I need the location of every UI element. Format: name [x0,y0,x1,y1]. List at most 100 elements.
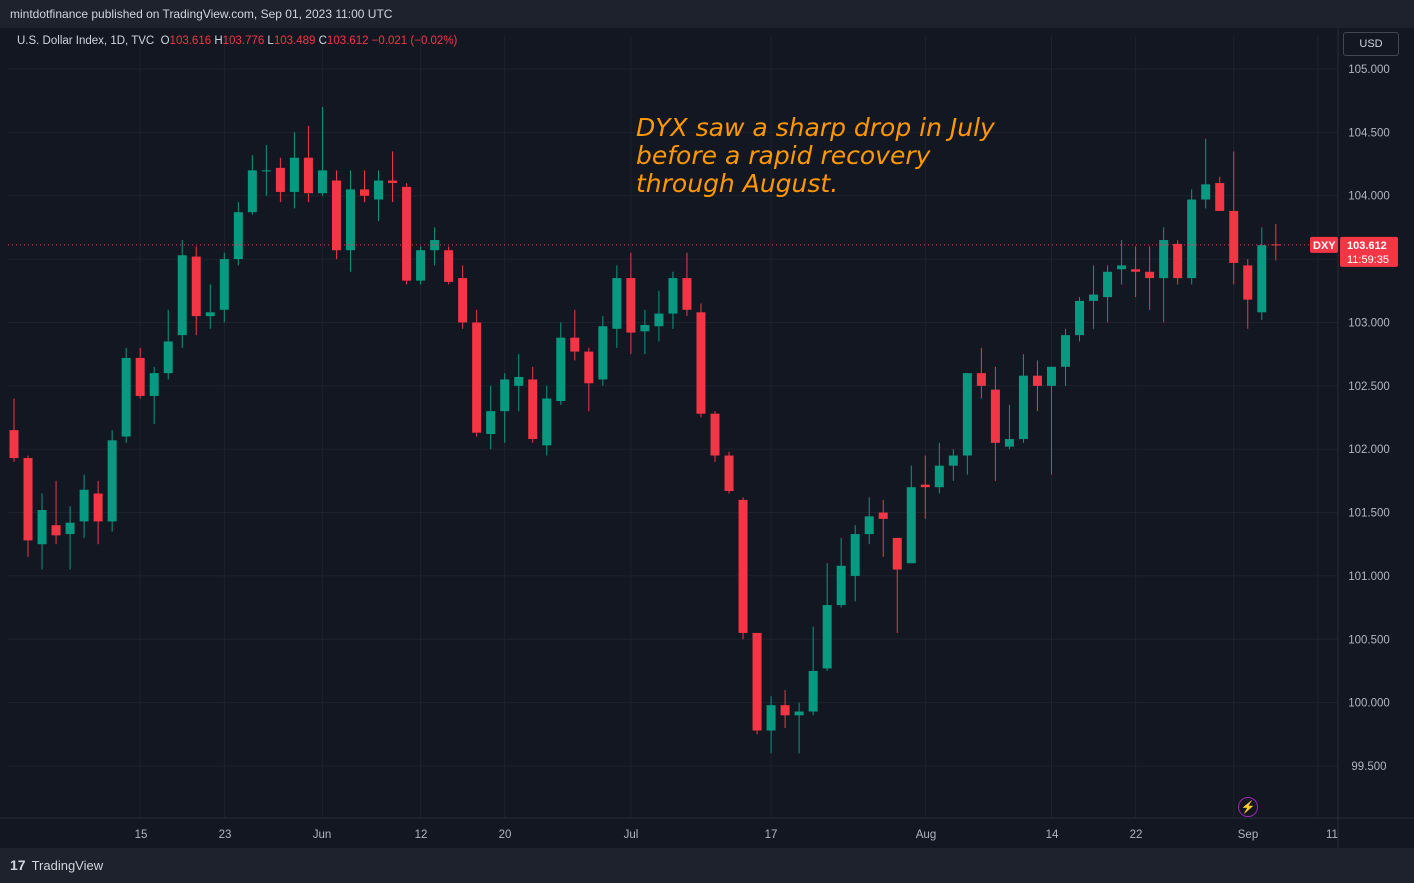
candle-body [990,389,1000,443]
candle-body [1215,183,1225,211]
candle-body [163,341,173,374]
candle-body [640,324,650,332]
candle-body [444,250,454,282]
symbol-label[interactable]: U.S. Dollar Index, 1D, TVC [17,35,155,47]
candle-body [233,212,243,260]
candle-body [584,351,594,384]
candle-body [430,240,440,251]
time-tick-label: 20 [499,829,512,841]
tradingview-brand[interactable]: 17 TradingView [10,857,103,873]
lightning-bolt-icon[interactable]: ⚡ [1238,797,1258,817]
candle-body [780,705,790,716]
candle-body [514,376,524,386]
price-tick-label: 102.500 [1348,381,1390,393]
price-tick-label: 102.000 [1348,444,1390,456]
candle-body [808,670,818,712]
candle-body [303,157,313,194]
candle-body [9,430,19,459]
candle-body [37,510,47,545]
price-axis: 105.000104.500104.000103.500103.000102.5… [1348,64,1390,773]
candle-body [149,373,159,396]
chart-area[interactable] [0,28,1414,848]
candle-body [289,157,299,192]
candle-body [1173,243,1183,279]
open-value: 103.616 [169,35,212,47]
candle-body [948,455,958,466]
candle-body [107,440,117,522]
annotation-line-1: DYX saw a sharp drop in July [636,113,995,142]
footer-bar: 17 TradingView [0,848,1414,883]
candle-body [1243,265,1253,300]
candle-body [920,484,930,488]
brand-name: TradingView [31,857,104,873]
currency-button[interactable]: USD [1343,32,1399,56]
time-tick-label: 22 [1130,829,1143,841]
last-price-tag: DXY 103.612 11:59:35 [1310,236,1398,267]
low-value: 103.489 [273,35,316,47]
high-label: H [214,35,223,47]
candle-body [472,322,482,433]
candle-body [219,259,229,310]
candle-body [612,278,622,329]
candle-body [570,337,580,352]
candle-body [1145,271,1155,279]
chart-annotation[interactable]: DYX saw a sharp drop in July before a ra… [636,114,1056,198]
price-tick-label: 104.000 [1348,191,1390,203]
candle-body [23,458,33,541]
candle-body [962,373,972,456]
close-value: 103.612 [326,35,369,47]
candle-body [598,326,608,380]
price-tick-label: 105.000 [1348,64,1390,76]
candle-body [388,180,398,184]
price-tick-label: 100.000 [1348,698,1390,710]
candle-body [976,373,986,386]
candle-body [191,256,201,317]
candle-body [1257,245,1267,313]
candle-body [345,189,355,251]
candle-body [836,565,846,606]
candle-body [486,411,496,434]
candle-body [1271,244,1281,246]
time-tick-label: Sep [1238,829,1258,841]
candle-body [892,537,902,570]
candle-body [360,189,369,196]
candle-body [1159,240,1169,279]
annotation-line-2: before a rapid recovery [636,141,931,170]
candle-body [1075,300,1085,336]
close-label: C [318,35,327,47]
time-tick-label: Jun [313,829,332,841]
candle-body [822,605,832,669]
candle-body [1004,439,1014,447]
candle-body [416,250,426,281]
candle-body [542,398,552,446]
price-tag-ticker: DXY [1313,240,1336,252]
candle-body [247,170,257,213]
candle-body [317,170,327,194]
time-tick-label: 14 [1046,829,1059,841]
candles [9,107,1281,754]
price-tick-label: 104.500 [1348,127,1390,139]
candle-body [682,278,692,310]
candle-body [668,278,678,314]
candle-body [878,512,888,519]
time-tick-label: Aug [916,829,936,841]
price-tick-label: 100.500 [1348,634,1390,646]
candle-body [1018,375,1028,440]
change-value: −0.021 (−0.02%) [371,35,458,47]
candle-body [1229,210,1239,263]
candle-body [626,278,636,333]
candle-body [1131,269,1141,272]
candle-body [79,489,89,522]
time-tick-label: 23 [219,829,232,841]
candle-body [374,180,384,200]
open-label: O [160,35,170,47]
ohlc-legend: U.S. Dollar Index, 1D, TVC O103.616 H 103… [17,35,457,47]
candle-body [1061,335,1070,367]
tradingview-logo-icon: 17 [10,857,26,873]
candle-body [121,357,131,437]
candle-body [710,413,720,456]
price-tick-label: 103.000 [1348,317,1390,329]
time-tick-label: 11 [1326,829,1338,841]
time-tick-label: 12 [415,829,428,841]
